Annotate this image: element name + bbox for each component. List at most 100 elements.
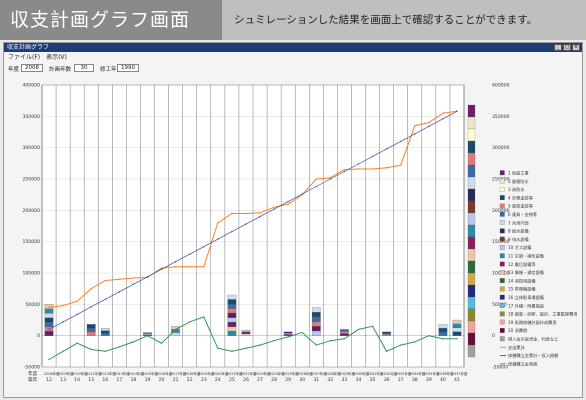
plan-years-field[interactable]: 30 xyxy=(74,64,94,72)
legend-label: 11 空調・換気設備 xyxy=(508,253,544,260)
legend-label: 7 共用内部 xyxy=(508,219,529,226)
expense-bar-segment xyxy=(311,312,321,317)
series-point xyxy=(357,163,360,165)
series-point xyxy=(48,328,50,331)
x-tick-year: 2021年度 xyxy=(227,371,243,376)
menu-file[interactable]: ファイル(F) xyxy=(8,54,41,61)
close-icon[interactable]: × xyxy=(572,44,580,51)
y-tick-right: 400000 xyxy=(492,83,510,89)
series-point xyxy=(385,350,388,353)
expense-bar-segment xyxy=(227,317,237,323)
series-point xyxy=(371,155,374,158)
legend-swatch xyxy=(499,336,505,342)
legend-swatch xyxy=(499,170,505,176)
series-point xyxy=(371,168,374,170)
series-point xyxy=(287,200,289,203)
series-point xyxy=(315,185,317,188)
y-tick-right: 300000 xyxy=(492,145,510,151)
x-tick-year: 2023年度 xyxy=(255,371,271,376)
legend-label: 8 給水設備 xyxy=(508,228,529,235)
x-tick-age: 27 xyxy=(257,377,263,383)
series-point xyxy=(160,268,163,270)
expense-bar-segment xyxy=(44,308,54,314)
legend-label: 修繕積立金残高 xyxy=(508,360,537,367)
legend-swatch xyxy=(499,186,505,192)
expense-bar-segment xyxy=(382,331,391,334)
expense-bar-segment xyxy=(452,327,462,332)
expense-bar-segment xyxy=(227,299,237,305)
series-point xyxy=(400,344,402,346)
series-point xyxy=(160,267,163,269)
y-tick-left: 350000 xyxy=(22,114,40,120)
page-header: 収支計画グラフ画面 シュミレーションした結果を画面上で確認することができます。 xyxy=(0,0,586,40)
total-bar-segment xyxy=(467,212,476,226)
window-title: 収支計画グラフ xyxy=(7,44,50,51)
x-tick-age: 38 xyxy=(412,377,418,383)
x-tick-age: 13 xyxy=(60,377,66,383)
y-tick-right: 200000 xyxy=(492,208,510,214)
expense-bar-segment xyxy=(340,331,349,334)
series-point xyxy=(62,350,64,353)
built-year-field[interactable]: 1990 xyxy=(117,64,139,72)
series-point xyxy=(371,325,374,327)
cumulative-expense-line xyxy=(48,110,458,308)
menu-view[interactable]: 表示(V) xyxy=(46,54,67,61)
expense-bar-segment xyxy=(438,328,448,333)
expense-bar-segment xyxy=(86,324,96,329)
legend-swatch xyxy=(499,294,505,300)
x-tick-year: 2028年度 xyxy=(325,371,341,376)
x-tick-year: 2025年度 xyxy=(283,371,299,376)
y-tick-left: 250000 xyxy=(22,177,40,183)
total-bar-segment xyxy=(467,296,476,310)
expense-bar-segment xyxy=(452,331,462,336)
control-bar: 年度 2008 計画年数 30 修工年 1990 xyxy=(4,63,582,74)
x-tick-age: 17 xyxy=(116,377,122,383)
expense-bar-segment xyxy=(86,328,96,333)
x-tick-age: 24 xyxy=(215,377,221,383)
year-field[interactable]: 2008 xyxy=(21,64,43,72)
legend-swatch xyxy=(499,328,505,333)
plan-years-label: 計画年数 xyxy=(49,67,72,73)
minimize-icon[interactable]: _ xyxy=(554,44,562,51)
expense-bar-segment xyxy=(44,313,54,318)
series-point xyxy=(357,168,360,170)
x-tick-year: 2015年度 xyxy=(143,371,159,376)
y-tick-left: 50000 xyxy=(25,302,40,308)
series-point xyxy=(231,230,233,233)
maximize-icon[interactable]: □ xyxy=(563,44,571,51)
series-point xyxy=(315,344,317,346)
total-bar-segment xyxy=(467,140,476,154)
series-point xyxy=(245,212,247,215)
x-tick-year: 2020年度 xyxy=(213,371,229,376)
x-tick-age: 12 xyxy=(46,377,52,383)
series-point xyxy=(245,223,247,225)
x-axis-year-label: 年度 xyxy=(28,370,38,377)
legend-label: 1 仮設工事 xyxy=(508,170,529,177)
x-tick-age: 40 xyxy=(440,377,446,383)
series-point xyxy=(400,164,402,166)
series-point xyxy=(343,168,346,171)
x-tick-age: 33 xyxy=(342,377,348,383)
legend-swatch xyxy=(499,203,505,209)
expense-bar-segment xyxy=(171,332,180,336)
total-bar-segment xyxy=(467,308,476,322)
legend-label: 13 情報・通信設備 xyxy=(508,269,544,276)
y-tick-right: 0 xyxy=(492,333,495,339)
x-tick-year: 2019年度 xyxy=(199,371,215,376)
series-point xyxy=(343,338,346,340)
x-tick-age: 23 xyxy=(201,377,207,383)
series-point xyxy=(203,245,205,248)
total-bar-segment xyxy=(467,224,476,238)
x-tick-age: 15 xyxy=(88,377,94,383)
total-bar-segment xyxy=(467,248,476,262)
x-tick-year: 2036年度 xyxy=(438,371,454,376)
expense-bar-segment xyxy=(340,329,349,332)
series-point xyxy=(90,306,92,308)
legend-label: 15 昇降機設備 xyxy=(508,286,536,293)
legend-label: 借入金の返済金、利息など xyxy=(508,336,559,343)
x-tick-age: 20 xyxy=(159,377,165,383)
series-point xyxy=(287,336,289,338)
total-bar-segment xyxy=(467,116,476,130)
x-tick-year: 2014年度 xyxy=(128,371,144,376)
series-point xyxy=(174,328,177,331)
